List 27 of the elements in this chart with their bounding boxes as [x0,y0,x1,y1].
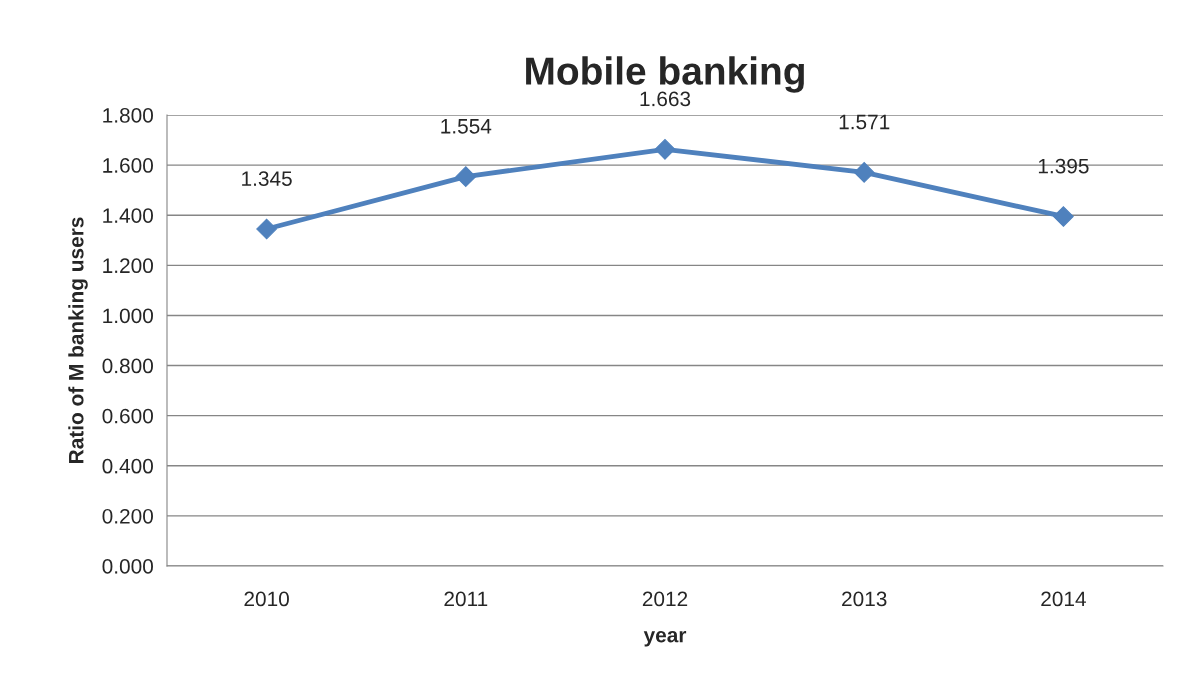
y-tick-label: 0.600 [102,408,153,424]
point [455,166,477,187]
data-label: 1.345 [242,171,292,186]
y-tick-label: 0.200 [102,508,153,524]
y-axis-title: Ratio of M banking users [68,217,88,463]
point [654,138,676,160]
y-tick-label: 0.400 [102,458,153,474]
data-label: 1.395 [1038,158,1089,174]
y-tick-label: 0.000 [102,559,153,574]
y-tick-label: 1.800 [103,108,153,123]
y-tick-label: 0.800 [102,358,153,374]
y-tick-label: 1.000 [103,308,153,324]
x-tick-label: 2013 [842,591,887,607]
data-label: 1.571 [839,114,890,130]
point [256,218,277,240]
y-tick-label: 1.600 [103,158,153,173]
x-tick-label: 2010 [244,591,289,607]
x-tick-label: 2012 [642,591,688,607]
x-tick-label: 2014 [1041,591,1086,607]
y-tick-label: 1.200 [103,258,153,274]
y-tick-label: 1.400 [103,208,153,223]
data-label: 1.663 [640,91,691,107]
point [1053,206,1074,227]
x-axis-title: year [643,630,687,647]
data-label: 1.554 [441,119,492,134]
point [853,162,875,183]
x-tick-label: 2011 [444,591,488,607]
